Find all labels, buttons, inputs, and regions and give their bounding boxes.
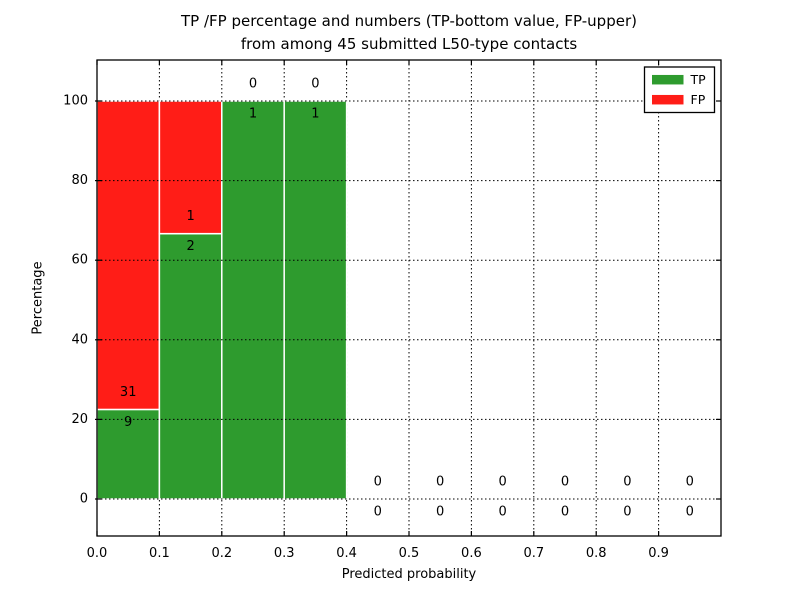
- legend-label-fp: FP: [691, 92, 706, 107]
- bar-tp-segment-1: [158, 232, 223, 500]
- fp-count-label-1: 1: [186, 209, 194, 224]
- x-tick-label: 0.9: [648, 546, 669, 561]
- tp-count-label-7: 0: [561, 505, 569, 520]
- fp-count-label-3: 0: [311, 77, 319, 92]
- chart-title: TP /FP percentage and numbers (TP-bottom…: [97, 10, 721, 55]
- tp-count-label-4: 0: [374, 505, 382, 520]
- legend-label-tp: TP: [690, 72, 707, 87]
- chart-title-line2: from among 45 submitted L50-type contact…: [240, 34, 578, 53]
- x-tick-label: 0.6: [461, 546, 482, 561]
- x-tick-label: 0.8: [586, 546, 607, 561]
- fp-count-label-0: 31: [120, 385, 137, 400]
- x-axis-label: Predicted probability: [341, 567, 477, 582]
- tp-count-label-8: 0: [623, 505, 631, 520]
- tp-count-label-9: 0: [686, 505, 694, 520]
- bar-fp-segment-0: [96, 100, 161, 411]
- fp-count-label-7: 0: [561, 475, 569, 490]
- y-tick-label: 80: [71, 173, 88, 188]
- x-tick-label: 0.5: [399, 546, 420, 561]
- bar-fp-segment-1: [158, 100, 223, 235]
- x-tick-label: 0.4: [336, 546, 357, 561]
- x-tick-label: 0.0: [87, 546, 108, 561]
- y-tick-label: 0: [80, 492, 88, 507]
- bar-tp-segment-2: [221, 100, 285, 500]
- tp-count-label-6: 0: [498, 505, 506, 520]
- fp-count-label-5: 0: [436, 475, 444, 490]
- tp-count-label-0: 9: [124, 415, 132, 430]
- tp-count-label-1: 2: [186, 239, 194, 254]
- x-tick-label: 0.1: [149, 546, 170, 561]
- tp-count-label-3: 1: [311, 107, 319, 122]
- y-tick-label: 20: [71, 412, 88, 427]
- legend-swatch-tp: [652, 74, 684, 85]
- x-tick-label: 0.7: [523, 546, 544, 561]
- fp-count-label-9: 0: [686, 475, 694, 490]
- x-tick-label: 0.3: [274, 546, 295, 561]
- legend-swatch-fp: [652, 94, 684, 105]
- fp-count-label-2: 0: [249, 77, 257, 92]
- y-tick-label: 40: [71, 332, 88, 347]
- x-tick-label: 0.2: [211, 546, 232, 561]
- fp-count-label-4: 0: [374, 475, 382, 490]
- tp-count-label-2: 1: [249, 107, 257, 122]
- bar-tp-segment-3: [283, 100, 348, 500]
- tp-count-label-5: 0: [436, 505, 444, 520]
- fp-count-label-8: 0: [623, 475, 631, 490]
- y-tick-label: 60: [71, 253, 88, 268]
- chart-title-line1: TP /FP percentage and numbers (TP-bottom…: [181, 12, 637, 30]
- legend-box: [643, 66, 716, 114]
- fp-count-label-6: 0: [498, 475, 506, 490]
- y-tick-label: 100: [63, 94, 88, 109]
